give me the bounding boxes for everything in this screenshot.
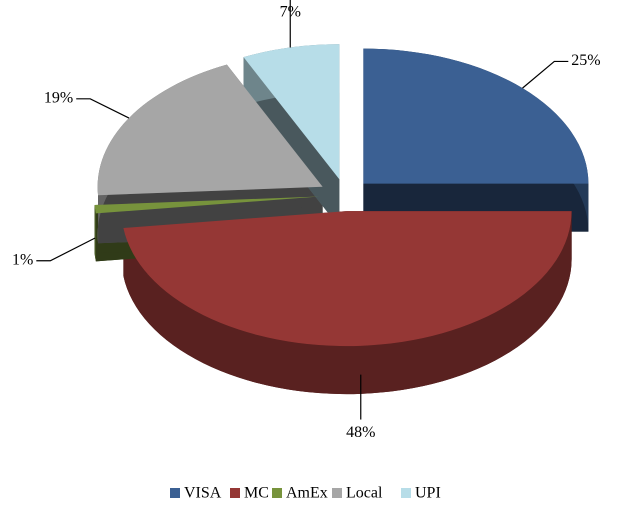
slice bbox=[97, 64, 323, 196]
slice bbox=[123, 211, 572, 347]
data-label: 25% bbox=[571, 52, 600, 69]
data-label: 7% bbox=[280, 3, 301, 20]
legend-label: Local bbox=[346, 485, 383, 502]
legend-swatch bbox=[170, 488, 180, 498]
slice bbox=[363, 48, 589, 184]
legend-label: UPI bbox=[415, 485, 441, 502]
slice-outer-wall bbox=[123, 211, 572, 395]
leader-line bbox=[522, 60, 569, 89]
slice bbox=[243, 44, 340, 180]
legend-swatch bbox=[230, 488, 240, 498]
legend: VISA MC AmEx Local UPI bbox=[170, 485, 441, 502]
data-label: 19% bbox=[44, 90, 73, 107]
leader-line bbox=[76, 98, 130, 119]
slice-outer-wall bbox=[94, 204, 96, 262]
data-label: 48% bbox=[346, 424, 375, 441]
slice-tops bbox=[94, 44, 589, 347]
legend-label: MC bbox=[244, 485, 269, 502]
leader-line bbox=[36, 237, 96, 262]
data-label: 1% bbox=[12, 251, 33, 268]
legend-label: AmEx bbox=[286, 485, 328, 502]
legend-swatch bbox=[272, 488, 282, 498]
slice bbox=[94, 196, 320, 214]
legend-swatch bbox=[401, 488, 411, 498]
legend-swatch bbox=[332, 488, 342, 498]
legend-label: VISA bbox=[184, 485, 222, 502]
